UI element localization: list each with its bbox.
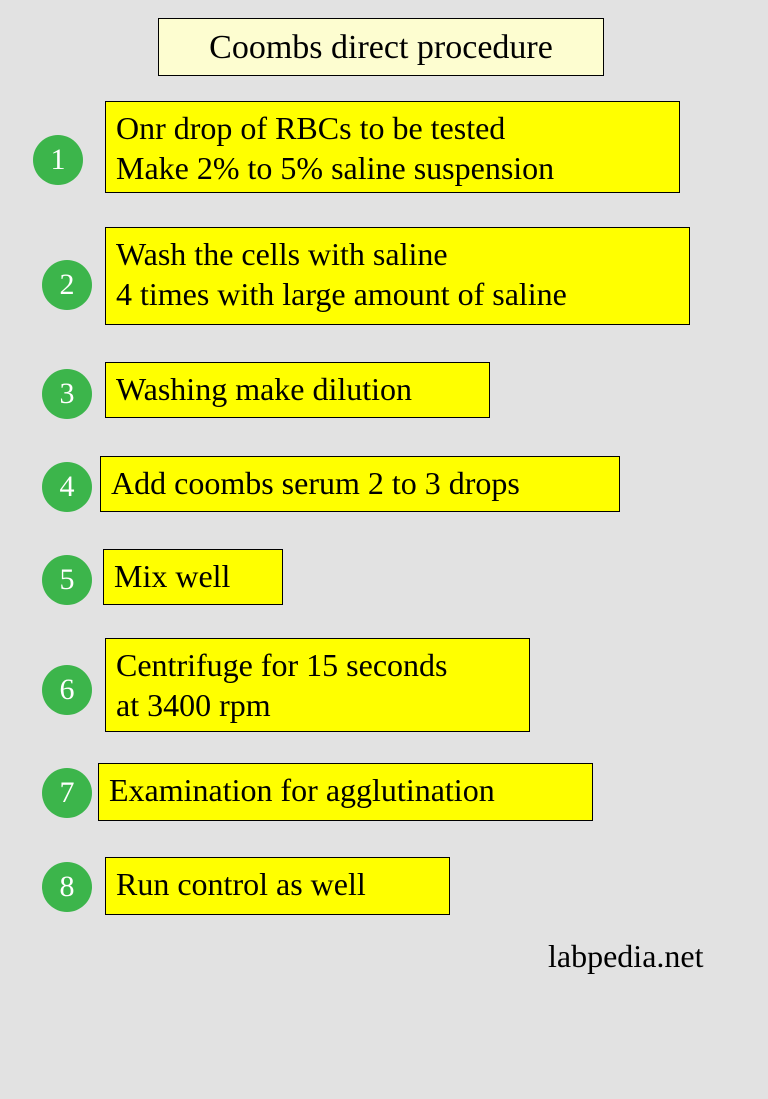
step-text: Wash the cells with saline 4 times with … xyxy=(116,236,567,312)
step-text: Examination for agglutination xyxy=(109,772,495,808)
watermark-text: labpedia.net xyxy=(548,938,703,974)
step-text: Washing make dilution xyxy=(116,371,412,407)
step-text: Centrifuge for 15 seconds at 3400 rpm xyxy=(116,647,447,723)
step-box: Examination for agglutination xyxy=(98,763,593,821)
step-number-circle: 8 xyxy=(42,862,92,912)
step-number: 3 xyxy=(60,377,75,411)
step-box: Run control as well xyxy=(105,857,450,915)
step-number: 1 xyxy=(51,143,66,177)
step-number: 7 xyxy=(60,776,75,810)
watermark: labpedia.net xyxy=(548,938,703,975)
title-text: Coombs direct procedure xyxy=(209,29,553,66)
step-box: Onr drop of RBCs to be tested Make 2% to… xyxy=(105,101,680,193)
step-number: 6 xyxy=(60,673,75,707)
step-text: Run control as well xyxy=(116,866,366,902)
step-text: Mix well xyxy=(114,558,230,594)
step-text: Onr drop of RBCs to be tested Make 2% to… xyxy=(116,110,554,186)
step-box: Wash the cells with saline 4 times with … xyxy=(105,227,690,325)
step-number: 4 xyxy=(60,470,75,504)
step-number-circle: 5 xyxy=(42,555,92,605)
step-number: 2 xyxy=(60,268,75,302)
step-number-circle: 4 xyxy=(42,462,92,512)
step-number-circle: 2 xyxy=(42,260,92,310)
step-number-circle: 7 xyxy=(42,768,92,818)
step-number-circle: 6 xyxy=(42,665,92,715)
step-number: 5 xyxy=(60,563,75,597)
step-number: 8 xyxy=(60,870,75,904)
step-box: Washing make dilution xyxy=(105,362,490,418)
step-box: Mix well xyxy=(103,549,283,605)
step-text: Add coombs serum 2 to 3 drops xyxy=(111,465,520,501)
step-number-circle: 1 xyxy=(33,135,83,185)
title-box: Coombs direct procedure xyxy=(158,18,604,76)
step-number-circle: 3 xyxy=(42,369,92,419)
step-box: Add coombs serum 2 to 3 drops xyxy=(100,456,620,512)
step-box: Centrifuge for 15 seconds at 3400 rpm xyxy=(105,638,530,732)
diagram-canvas: Coombs direct procedure 1 Onr drop of RBC… xyxy=(0,0,768,1099)
